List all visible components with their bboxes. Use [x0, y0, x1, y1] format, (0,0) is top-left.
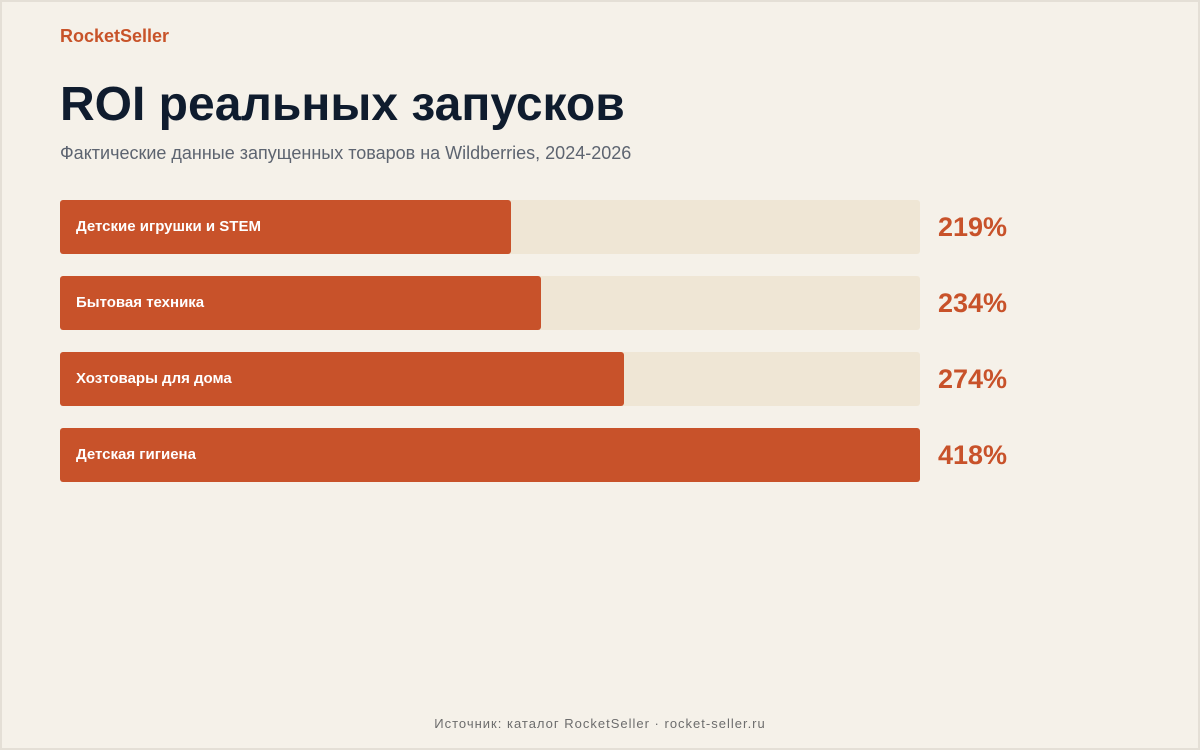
- bar-chart: Детские игрушки и STEM 219% Бытовая техник…: [60, 200, 1060, 504]
- page-title: ROI реальных запусков: [60, 78, 625, 131]
- bar-value-label: 234%: [938, 288, 1008, 318]
- bar-row: Бытовая техника 234%: [60, 276, 1060, 330]
- bar: Хозтовары для дома: [60, 352, 624, 406]
- bar: Детские игрушки и STEM: [60, 200, 511, 254]
- brand-logo: RocketSeller: [60, 26, 170, 46]
- bar-category-label: Бытовая техника: [76, 294, 205, 311]
- bar-row: Хозтовары для дома 274%: [60, 352, 1060, 406]
- bar-value-label: 418%: [938, 440, 1008, 470]
- bar-value-label: 219%: [938, 212, 1008, 242]
- bar-category-label: Хозтовары для дома: [76, 370, 232, 387]
- bar-value-label: 274%: [938, 364, 1008, 394]
- bar-row: Детская гигиена 418%: [60, 428, 1060, 482]
- bar-row: Детские игрушки и STEM 219%: [60, 200, 1060, 254]
- bar: Детская гигиена: [60, 428, 920, 482]
- bar-category-label: Детские игрушки и STEM: [76, 218, 261, 235]
- page-subtitle: Фактические данные запущенных товаров на…: [60, 143, 632, 163]
- bar-category-label: Детская гигиена: [76, 446, 196, 463]
- source-footer: Источник: каталог RocketSeller · rocket-…: [434, 716, 766, 731]
- bar: Бытовая техника: [60, 276, 541, 330]
